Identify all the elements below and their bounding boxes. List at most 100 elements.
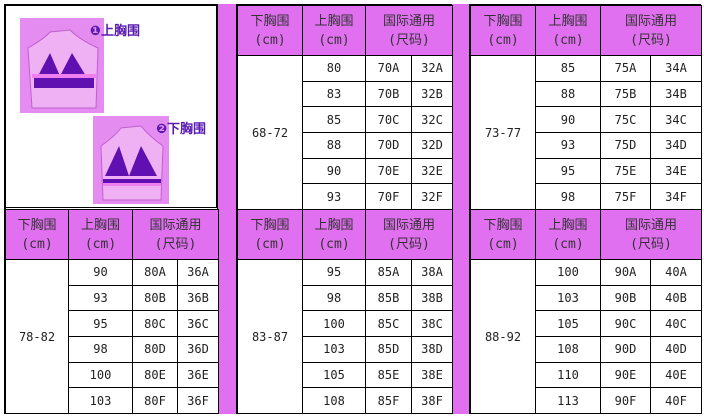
intl-size: 38E [410, 361, 454, 389]
header-unit: (尺码) [154, 236, 197, 252]
under-bust-range: 68-72 [237, 55, 303, 210]
bust-value: 103 [535, 284, 601, 312]
bust-value: 103 [68, 387, 133, 414]
size-code: 75B [600, 80, 651, 108]
size-table-68-72: 下胸围 (cm) 上胸围 (cm) 国际通用 (尺码) 68-72 80 70A 32A 83 70B… [237, 5, 454, 210]
bra-measurement-illustration-icon [20, 18, 104, 113]
intl-size: 32D [410, 131, 454, 159]
table-row: 103 85D 38D [238, 335, 454, 363]
divider [451, 4, 470, 414]
intl-size: 40F [649, 387, 703, 414]
table-row: 93 80B 36B [6, 284, 220, 312]
bust-value: 90 [302, 157, 366, 185]
bust-value: 98 [68, 335, 133, 363]
intl-size: 32C [410, 106, 454, 133]
bust-value: 98 [535, 183, 601, 210]
intl-size: 36E [176, 361, 220, 389]
bust-value: 93 [302, 183, 366, 210]
intl-size: 34D [649, 131, 703, 159]
size-code: 80C [132, 310, 178, 337]
bra-measurement-illustration-icon [93, 116, 169, 204]
size-code: 75D [600, 131, 651, 159]
intl-size: 36F [176, 387, 220, 414]
size-code: 85A [365, 259, 412, 286]
table-row: 103 80F 36F [6, 387, 220, 414]
header-under-bust: 下胸围 (cm) [237, 209, 303, 260]
header-under-bust: 下胸围 (cm) [470, 209, 536, 260]
header-label: 上胸围 [548, 13, 588, 29]
size-code: 75A [600, 55, 651, 82]
intl-size: 38A [410, 259, 454, 286]
size-code: 75E [600, 157, 651, 185]
intl-size: 36C [176, 310, 220, 337]
header-unit: (cm) [84, 236, 117, 252]
bust-value: 98 [302, 284, 366, 312]
header-bust: 上胸围 (cm) [535, 209, 601, 260]
upper-bust-label: ❶上胸围 [90, 24, 141, 39]
table-row: 83-87 95 85A 38A [237, 259, 454, 414]
under-bust-range: 83-87 [237, 259, 303, 414]
size-code: 80F [132, 387, 178, 414]
size-code: 75C [600, 106, 651, 133]
header-label: 下胸围 [483, 217, 523, 233]
header-unit: (cm) [254, 236, 286, 252]
bust-value: 88 [535, 80, 601, 108]
intl-size: 40D [649, 335, 703, 363]
size-code: 90F [600, 387, 651, 414]
intl-size: 38D [410, 335, 454, 363]
measurement-illustration: ❶上胸围 ❷下胸围 [6, 6, 217, 208]
table-row: 98 80D 36D [6, 335, 220, 363]
header-label: 国际通用 [625, 13, 678, 29]
size-code: 85F [365, 387, 412, 414]
size-table-73-77: 下胸围 (cm) 上胸围 (cm) 国际通用 (尺码) 73-77 85 75A 34A 88 75B… [470, 5, 703, 210]
intl-size: 40E [649, 361, 703, 389]
bust-value: 100 [68, 361, 133, 389]
size-code: 90B [600, 284, 651, 312]
table-row: 93 70F 32F [238, 183, 454, 210]
size-code: 70B [365, 80, 412, 108]
header-unit: (cm) [21, 236, 53, 252]
bust-value: 85 [302, 106, 366, 133]
header-label: 下胸围 [250, 217, 290, 233]
bust-value: 103 [302, 335, 366, 363]
intl-size: 36B [176, 284, 220, 312]
table-row: 110 90E 40E [471, 361, 703, 389]
header-under-bust: 下胸围 (cm) [470, 5, 536, 56]
table-row: 98 85B 38B [238, 284, 454, 312]
header-label: 上胸围 [314, 217, 354, 233]
size-code: 80D [132, 335, 178, 363]
table-row: 85 70C 32C [238, 106, 454, 133]
header-unit: (cm) [254, 32, 286, 48]
header-label: 国际通用 [625, 217, 678, 233]
intl-size: 38F [410, 387, 454, 414]
bust-value: 100 [535, 259, 601, 286]
header-international: 国际通用 (尺码) [364, 5, 454, 56]
under-bust-range: 78-82 [5, 259, 69, 414]
intl-size: 34F [649, 183, 703, 210]
size-table-83-87: 下胸围 (cm) 上胸围 (cm) 国际通用 (尺码) 83-87 95 85A 38A 98 85B… [237, 209, 454, 414]
table-row: 90 75C 34C [471, 106, 703, 133]
size-code: 90C [600, 310, 651, 337]
table-row: 95 80C 36C [6, 310, 220, 337]
bust-value: 105 [302, 361, 366, 389]
intl-size: 32F [410, 183, 454, 210]
bust-value: 108 [302, 387, 366, 414]
header-international: 国际通用 (尺码) [599, 5, 703, 56]
size-code: 85C [365, 310, 412, 337]
table-row: 68-72 80 70A 32A [237, 55, 454, 210]
intl-size: 36D [176, 335, 220, 363]
intl-size: 34C [649, 106, 703, 133]
header-label: 上胸围 [314, 13, 354, 29]
table-row: 113 90F 40F [471, 387, 703, 414]
intl-size: 34E [649, 157, 703, 185]
bust-value: 105 [535, 310, 601, 337]
size-code: 70A [365, 55, 412, 82]
bust-value: 108 [535, 335, 601, 363]
header-label: 上胸围 [548, 217, 588, 233]
header-unit: (尺码) [630, 32, 672, 48]
intl-size: 36A [176, 259, 220, 286]
intl-size: 40A [649, 259, 703, 286]
header-international: 国际通用 (尺码) [131, 209, 220, 260]
size-code: 90D [600, 335, 651, 363]
bust-value: 90 [535, 106, 601, 133]
